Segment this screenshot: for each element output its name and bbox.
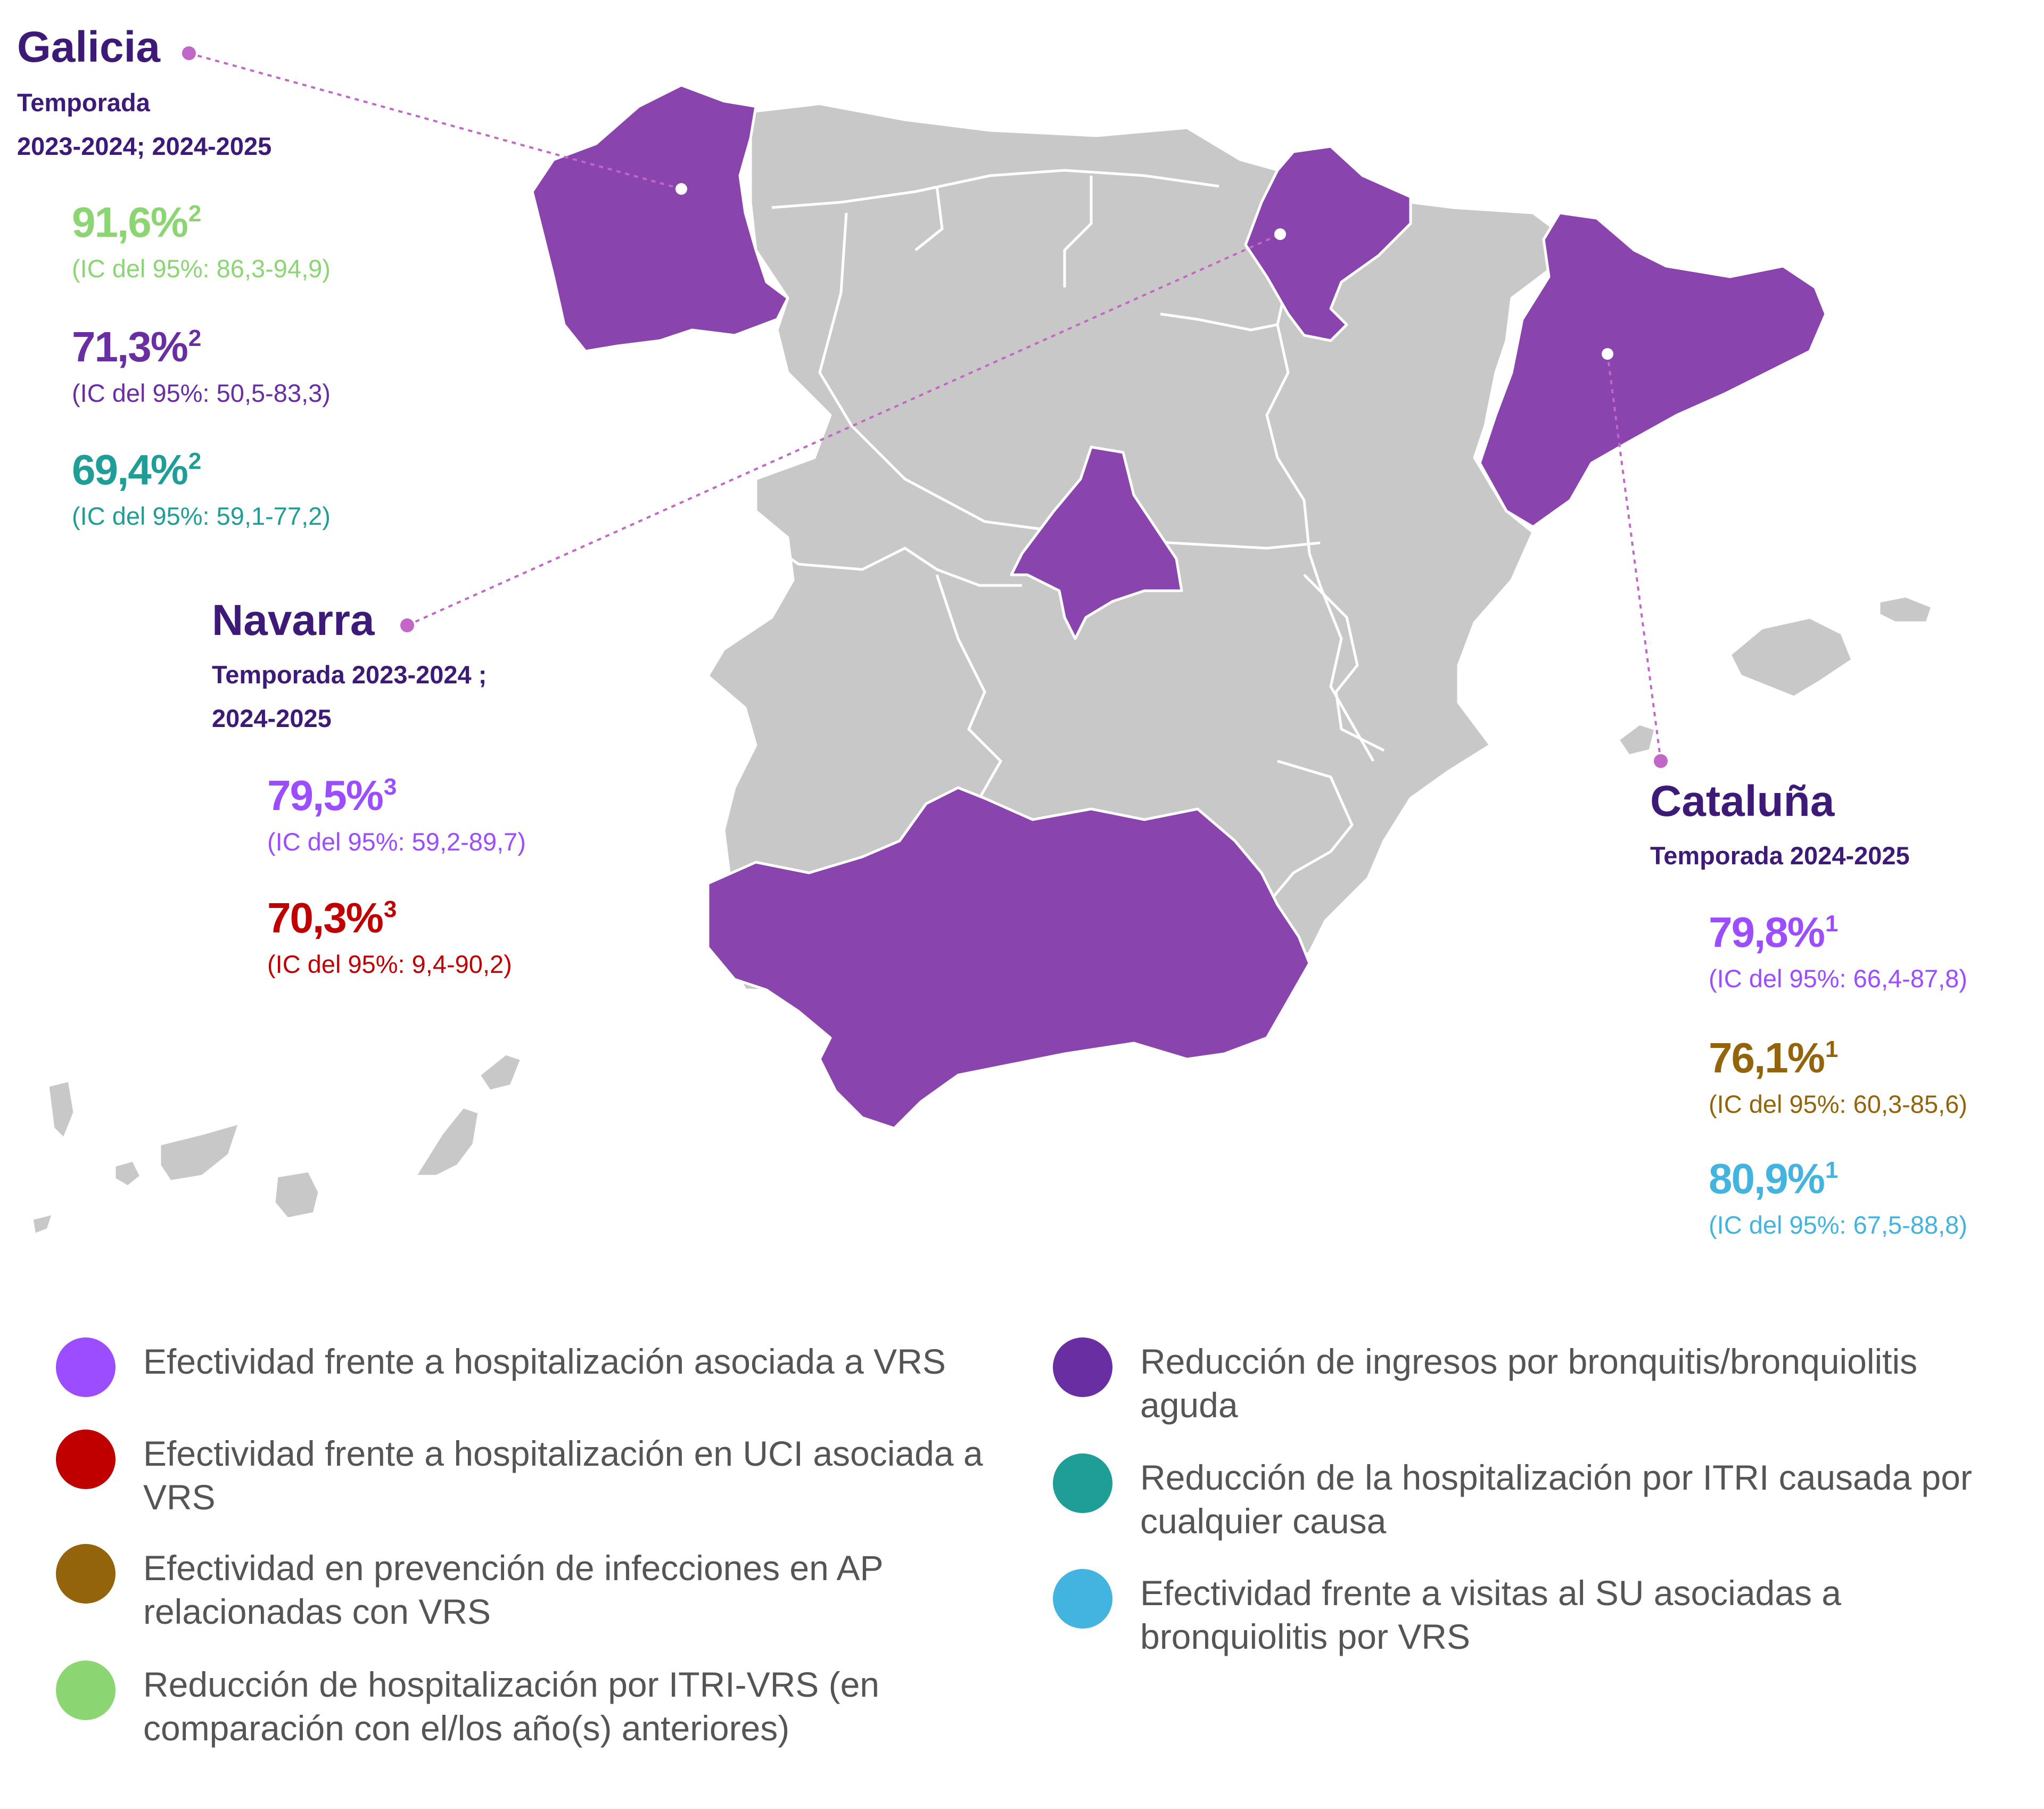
island-fuerteventura xyxy=(414,1105,481,1178)
legend-item-itri-vrs: Reducción de hospitalización por ITRI-VR… xyxy=(56,1661,1014,1750)
legend-dot xyxy=(1053,1453,1112,1513)
leader-galicia xyxy=(188,52,682,190)
stat-value: 79,8%1 xyxy=(1709,908,1838,956)
leader-navarra xyxy=(407,233,1281,626)
legend-label: Efectividad frente a hospitalización aso… xyxy=(143,1342,946,1381)
region-madrid xyxy=(1010,445,1183,640)
callout-cataluna-name: Cataluña xyxy=(1650,777,1835,825)
stat-cataluna-2: 76,1%1 (IC del 95%: 60,3-85,6) xyxy=(1709,1037,1967,1120)
stat-navarra-1: 79,5%3 (IC del 95%: 59,2-89,7) xyxy=(267,774,526,858)
legend-dot xyxy=(1053,1569,1112,1629)
stat-ci: (IC del 95%: 59,1-77,2) xyxy=(72,502,331,530)
legend-dot xyxy=(56,1430,116,1489)
stat-ci: (IC del 95%: 86,3-94,9) xyxy=(72,254,331,283)
center-dot-galicia xyxy=(675,183,687,195)
stat-value: 76,1%1 xyxy=(1709,1034,1838,1081)
stat-cataluna-3: 80,9%1 (IC del 95%: 67,5-88,8) xyxy=(1709,1158,1967,1241)
stat-ci: (IC del 95%: 59,2-89,7) xyxy=(267,828,526,856)
stat-value: 79,5%3 xyxy=(267,772,397,819)
legend-item-su-vrs: Efectividad frente a visitas al SU asoci… xyxy=(1053,1569,2027,1658)
legend-item-bronquitis: Reducción de ingresos por bronquitis/bro… xyxy=(1053,1337,2027,1427)
callout-galicia-season-1: Temporada xyxy=(17,88,150,117)
stat-ci: (IC del 95%: 50,5-83,3) xyxy=(72,379,331,407)
legend-item-uci-vrs: Efectividad frente a hospitalización en … xyxy=(56,1430,1014,1519)
callout-navarra-season-1: Temporada 2023-2024 ; xyxy=(212,660,487,689)
legend-label: Efectividad en prevención de infecciones… xyxy=(143,1548,883,1631)
region-navarra xyxy=(1244,145,1412,342)
legend-label: Reducción de hospitalización por ITRI-VR… xyxy=(143,1665,880,1748)
stat-ci: (IC del 95%: 66,4-87,8) xyxy=(1709,964,1967,993)
stat-galicia-3: 69,4%2 (IC del 95%: 59,1-77,2) xyxy=(72,449,331,532)
legend-item-itri-cualquier: Reducción de la hospitalización por ITRI… xyxy=(1053,1453,2027,1543)
island-el-hierro xyxy=(30,1212,55,1236)
stat-value: 71,3%2 xyxy=(72,323,201,370)
center-dot-navarra xyxy=(1274,228,1286,240)
legend-dot xyxy=(56,1544,116,1604)
island-menorca xyxy=(1877,594,1934,624)
callout-navarra: Navarra Temporada 2023-2024 ; 2024-2025 xyxy=(212,599,487,741)
callout-galicia-name: Galicia xyxy=(17,23,160,71)
stat-value: 69,4%2 xyxy=(72,446,201,493)
legend-dot xyxy=(56,1337,116,1397)
island-mallorca xyxy=(1728,616,1854,699)
stat-navarra-2: 70,3%3 (IC del 95%: 9,4-90,2) xyxy=(267,897,512,980)
legend-dot xyxy=(1053,1337,1112,1397)
legend-item-ap-vrs: Efectividad en prevención de infecciones… xyxy=(56,1544,1014,1633)
callout-galicia-season-2: 2023-2024; 2024-2025 xyxy=(17,132,272,161)
island-gran-canaria xyxy=(273,1169,321,1220)
region-andalucia xyxy=(706,786,1311,1130)
callout-cataluna: Cataluña Temporada 2024-2025 xyxy=(1650,780,1910,878)
island-la-palma xyxy=(46,1079,76,1141)
stat-value: 91,6%2 xyxy=(72,199,201,246)
legend-label: Reducción de ingresos por bronquitis/bro… xyxy=(1140,1342,1918,1425)
island-gomera xyxy=(113,1159,143,1188)
callout-cataluna-season-1: Temporada 2024-2025 xyxy=(1650,841,1910,870)
stat-value: 80,9%1 xyxy=(1709,1155,1838,1202)
stat-galicia-1: 91,6%2 (IC del 95%: 86,3-94,9) xyxy=(72,201,331,285)
leader-dot-navarra xyxy=(400,618,414,632)
stat-galicia-2: 71,3%2 (IC del 95%: 50,5-83,3) xyxy=(72,326,331,409)
stat-ci: (IC del 95%: 9,4-90,2) xyxy=(267,950,512,978)
leader-dot-galicia xyxy=(182,46,196,60)
callout-navarra-name: Navarra xyxy=(212,596,375,645)
legend-dot xyxy=(56,1661,116,1720)
stat-ci: (IC del 95%: 60,3-85,6) xyxy=(1709,1090,1967,1118)
island-ibiza xyxy=(1617,722,1657,757)
legend-item-hosp-vrs: Efectividad frente a hospitalización aso… xyxy=(56,1337,1014,1397)
island-lanzarote xyxy=(477,1052,523,1093)
center-dot-cataluna xyxy=(1602,348,1613,360)
legend-label: Efectividad frente a visitas al SU asoci… xyxy=(1140,1573,1842,1656)
island-tenerife xyxy=(158,1121,241,1183)
region-galicia xyxy=(531,84,789,353)
region-cataluna xyxy=(1478,211,1827,528)
leader-dot-cataluna xyxy=(1654,754,1668,768)
stat-cataluna-1: 79,8%1 (IC del 95%: 66,4-87,8) xyxy=(1709,911,1967,995)
stat-ci: (IC del 95%: 67,5-88,8) xyxy=(1709,1211,1967,1239)
callout-galicia: Galicia Temporada 2023-2024; 2024-2025 xyxy=(17,26,271,169)
legend-label: Efectividad frente a hospitalización en … xyxy=(143,1434,983,1517)
callout-navarra-season-2: 2024-2025 xyxy=(212,704,332,733)
stat-value: 70,3%3 xyxy=(267,894,397,941)
legend-label: Reducción de la hospitalización por ITRI… xyxy=(1140,1458,1972,1541)
